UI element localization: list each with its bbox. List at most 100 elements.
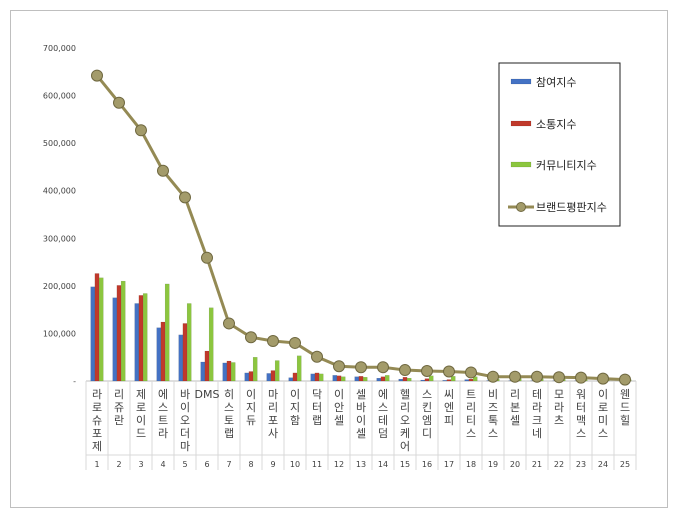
bar-참여지수 [90,286,96,382]
bar-소통지수 [424,378,430,382]
rank-label: 21 [532,460,542,469]
line-point [113,96,125,109]
legend-swatch [510,161,532,168]
bar-소통지수 [248,371,254,382]
bar-소통지수 [182,323,188,382]
bar-참여지수 [134,303,140,382]
bar-참여지수 [354,376,360,382]
bar-커뮤니티지수 [406,377,412,382]
bar-커뮤니티지수 [98,277,104,382]
bar-소통지수 [380,376,386,382]
line-point [531,370,543,383]
y-tick-label: 500,000 [43,139,76,148]
bar-참여지수 [442,380,448,382]
line-point [619,373,631,386]
bar-참여지수 [310,373,316,382]
bar-소통지수 [358,376,364,382]
bar-커뮤니티지수 [208,307,214,382]
bar-소통지수 [160,321,166,382]
bar-참여지수 [376,377,382,382]
bar-소통지수 [402,377,408,382]
rank-label: 23 [576,460,586,469]
bar-참여지수 [156,327,162,382]
bar-소통지수 [314,372,320,382]
line-point [289,336,301,349]
bar-참여지수 [464,379,470,382]
line-point [377,361,389,374]
bar-커뮤니티지수 [362,377,368,382]
bar-커뮤니티지수 [274,360,280,382]
y-tick-label: 100,000 [43,329,76,338]
bar-소통지수 [270,370,276,382]
bar-참여지수 [112,297,118,382]
brand-line [91,69,631,386]
bar-커뮤니티지수 [296,355,302,382]
rank-label: 12 [334,460,344,469]
legend-label: 브랜드평판지수 [536,201,607,214]
line-point [399,364,411,377]
rank-label: 4 [160,460,165,469]
bar-소통지수 [94,273,100,382]
line-point [157,164,169,177]
rank-label: 2 [116,460,121,469]
bar-커뮤니티지수 [186,303,192,382]
line-point [333,360,345,373]
rank-label: 17 [444,460,454,469]
line-point [465,366,477,379]
line-point [509,370,521,383]
line-point [267,335,279,348]
rank-label: 14 [378,460,388,469]
line-point [245,331,257,344]
bar-소통지수 [468,378,474,382]
bar-커뮤니티지수 [142,293,148,382]
rank-label: 22 [554,460,564,469]
chart-frame [10,10,668,508]
bar-커뮤니티지수 [428,375,434,382]
bar-참여지수 [178,334,184,382]
line-point [443,365,455,378]
bar-소통지수 [138,295,144,382]
rank-label: 7 [226,460,231,469]
y-tick-label: 700,000 [43,44,76,53]
bar-참여지수 [398,378,404,382]
category-label: DMS [195,388,220,401]
bar-소통지수 [446,379,452,382]
y-tick-label: 600,000 [43,92,76,101]
bar-소통지수 [204,350,210,382]
rank-label: 25 [620,460,630,469]
line-point [91,69,103,82]
rank-label: 18 [466,460,476,469]
line-point [355,361,367,374]
rank-label: 20 [510,460,520,469]
legend-label: 소통지수 [536,118,576,131]
y-tick-label: - [73,377,76,386]
line-point [421,365,433,378]
x-labels: 라 로 슈 포 제 리 쥬 란 제 로 이 드 에 스 트 라 바 이 오 더 마 DMS 히 스 토 랩 이 지 듀 마 리 포 사 이 지 함 닥 터… [92,387,630,469]
rank-label: 11 [312,460,322,469]
bar-참여지수 [266,373,272,382]
legend-label: 참여지수 [536,76,576,89]
bar-커뮤니티지수 [164,283,170,382]
rank-label: 13 [356,460,366,469]
bar-소통지수 [116,285,122,382]
bar-커뮤니티지수 [120,280,126,382]
line-point [487,370,499,383]
line-point [553,371,565,384]
bar-참여지수 [222,362,228,382]
y-tick-label: 400,000 [43,187,76,196]
legend-swatch [510,120,532,127]
legend-box [498,62,621,227]
bar-참여지수 [420,379,426,382]
